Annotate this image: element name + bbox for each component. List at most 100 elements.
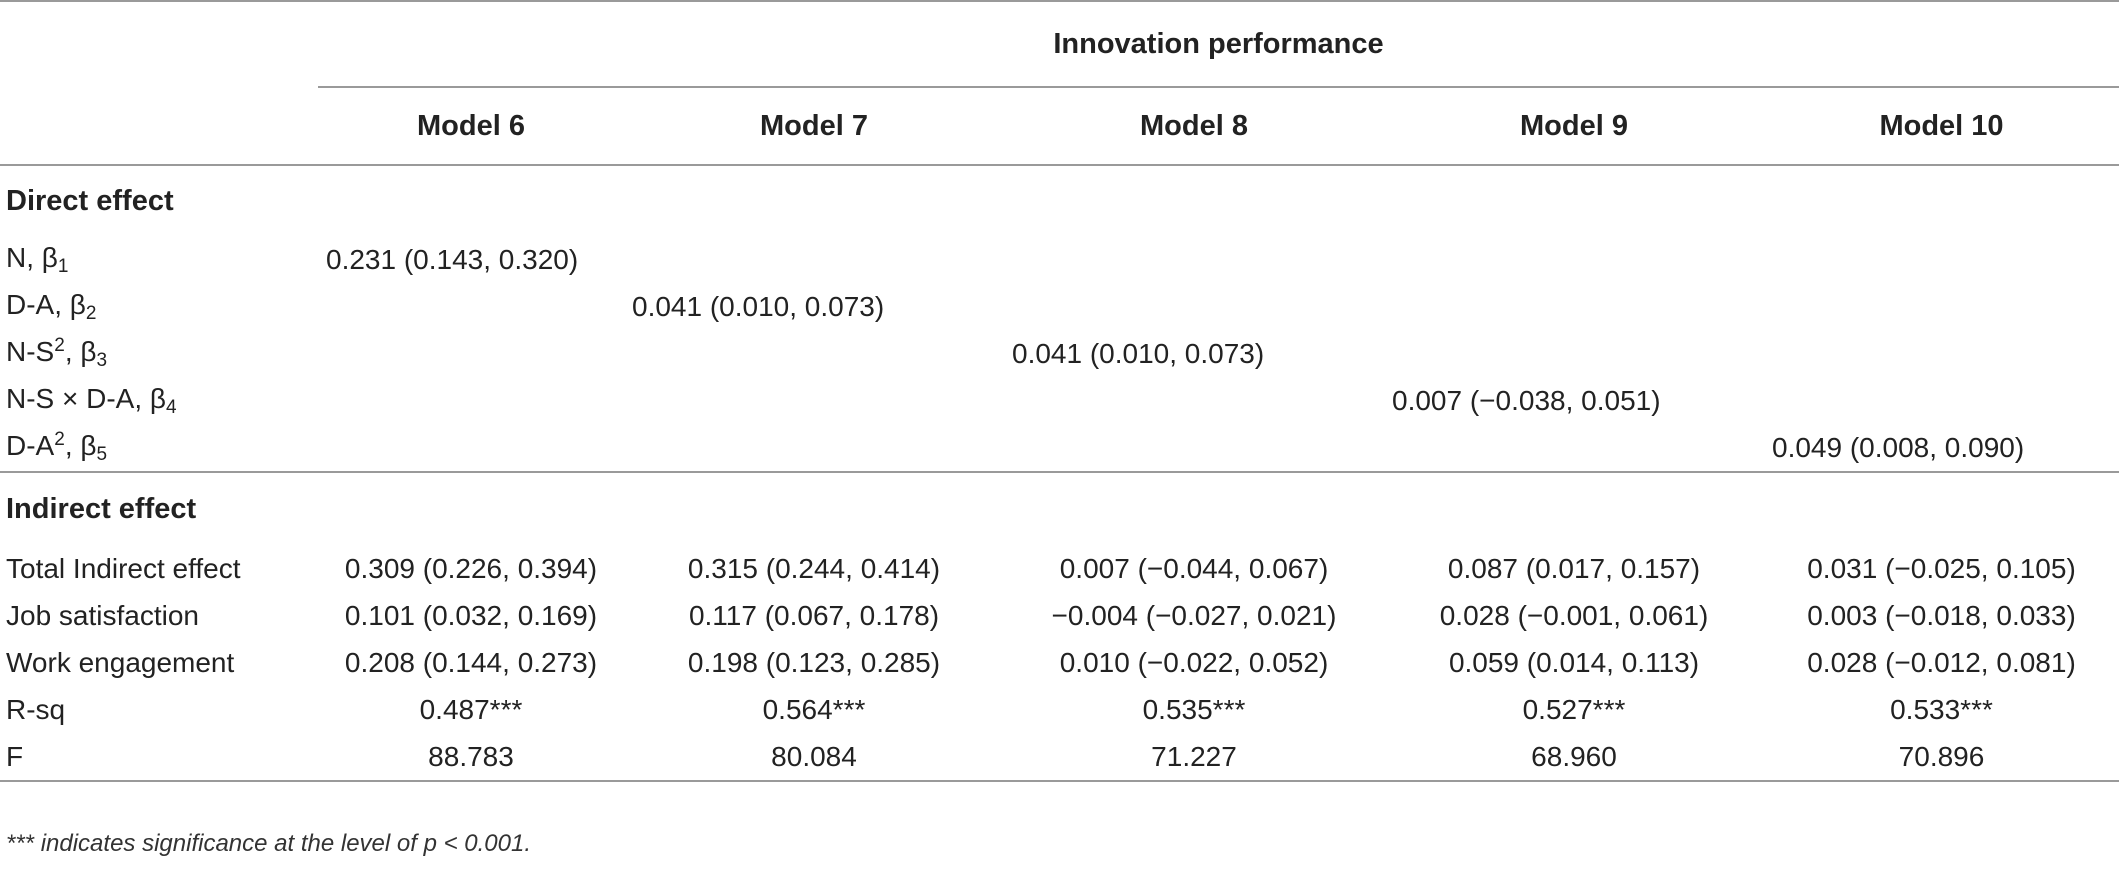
table-cell: 0.041 (0.010, 0.073) — [1012, 337, 1265, 369]
table-cell — [1004, 236, 1384, 283]
beta-subscript: 1 — [57, 255, 69, 277]
beta-symbol: β — [41, 241, 58, 273]
table-cell — [1764, 236, 2119, 283]
label-text: D-A, — [6, 288, 70, 320]
table-cell — [1004, 283, 1384, 330]
table-cell: −0.004 (−0.027, 0.021) — [1051, 599, 1337, 631]
table-cell — [318, 283, 624, 330]
table-cell — [1764, 330, 2119, 377]
table-cell: 0.231 (0.143, 0.320) — [326, 243, 579, 275]
table-cell — [318, 377, 624, 424]
table-row: Total Indirect effect 0.309 (0.226, 0.39… — [0, 545, 2119, 592]
beta-symbol: β — [149, 382, 167, 414]
table-cell: 0.527*** — [1522, 693, 1626, 725]
table-cell — [1384, 424, 1764, 472]
table-cell: 0.010 (−0.022, 0.052) — [1059, 646, 1329, 678]
label-superscript: 2 — [54, 335, 65, 356]
table-cell — [1004, 377, 1384, 424]
table-cell — [1384, 283, 1764, 330]
section-row-indirect: Indirect effect — [0, 471, 2119, 545]
beta-symbol: β — [80, 430, 97, 461]
table-row: Work engagement 0.208 (0.144, 0.273) 0.1… — [0, 639, 2119, 686]
table-cell: 0.031 (−0.025, 0.105) — [1807, 552, 2076, 584]
table-cell: 88.783 — [318, 733, 624, 782]
beta-subscript: 5 — [96, 444, 108, 465]
table-cell: 0.309 (0.226, 0.394) — [344, 552, 598, 584]
row-label: F — [0, 733, 318, 782]
table-cell — [1384, 236, 1764, 283]
table-cell — [1004, 424, 1384, 472]
table-cell: 0.208 (0.144, 0.273) — [344, 646, 598, 678]
label-separator: , — [64, 336, 81, 367]
model-header: Model 10 — [1764, 87, 2119, 166]
table-cell: 0.535*** — [1142, 693, 1246, 725]
table-cell: 0.101 (0.032, 0.169) — [344, 599, 598, 631]
table-cell — [1764, 283, 2119, 330]
row-label: N-S × D-A, β4 — [0, 377, 318, 424]
empty-header-cell — [0, 2, 318, 87]
label-text: N-S — [6, 336, 55, 367]
group-header-row: Innovation performance — [0, 2, 2119, 88]
table-cell: 0.533*** — [1890, 693, 1993, 725]
row-label: Job satisfaction — [6, 599, 199, 631]
table-cell: 0.003 (−0.018, 0.033) — [1807, 599, 2076, 631]
table-cell: 71.227 — [1004, 733, 1384, 782]
label-separator: , — [64, 430, 81, 461]
table-cell: 0.049 (0.008, 0.090) — [1772, 431, 2025, 463]
table-row: N-S × D-A, β4 0.007 (−0.038, 0.051) — [0, 377, 2119, 424]
group-header: Innovation performance — [318, 2, 2119, 88]
table-cell — [624, 424, 1004, 472]
section-label: Indirect effect — [0, 471, 2119, 545]
row-label: N, β1 — [0, 236, 318, 283]
row-label: Total Indirect effect — [6, 552, 241, 584]
section-label: Direct effect — [6, 184, 174, 217]
beta-symbol: β — [80, 336, 97, 367]
table-cell: 80.084 — [624, 733, 1004, 782]
model-header: Model 8 — [1004, 87, 1384, 166]
beta-symbol: β — [69, 288, 86, 320]
row-label: Work engagement — [6, 646, 235, 678]
table-row: N, β1 0.231 (0.143, 0.320) — [0, 236, 2119, 283]
table-cell — [624, 330, 1004, 377]
beta-subscript: 3 — [96, 350, 108, 371]
table-cell: 68.960 — [1384, 733, 1764, 782]
table-cell: 0.315 (0.244, 0.414) — [687, 552, 941, 584]
table-cell: 0.198 (0.123, 0.285) — [687, 646, 941, 678]
row-label: N-S2, β3 — [0, 330, 318, 377]
label-superscript: 2 — [54, 429, 65, 450]
table-cell: 0.028 (−0.012, 0.081) — [1807, 646, 2076, 678]
results-table: Innovation performance Model 6 Model 7 M… — [0, 0, 2119, 782]
table-cell: 70.896 — [1764, 733, 2119, 782]
empty-header-cell — [0, 87, 318, 166]
table-cell — [318, 330, 624, 377]
table-footnote: *** indicates significance at the level … — [6, 830, 531, 857]
table-cell: 0.059 (0.014, 0.113) — [1448, 646, 1700, 678]
table-cell: 0.117 (0.067, 0.178) — [688, 599, 940, 631]
model-header: Model 9 — [1384, 87, 1764, 166]
label-text: N-S × D-A, — [6, 382, 150, 414]
label-text: N, — [6, 241, 42, 273]
table-cell: 0.041 (0.010, 0.073) — [632, 290, 885, 322]
table-row: N-S2, β3 0.041 (0.010, 0.073) — [0, 330, 2119, 377]
section-row-direct: Direct effect — [0, 165, 2119, 236]
table-row: D-A, β2 0.041 (0.010, 0.073) — [0, 283, 2119, 330]
table-cell — [318, 424, 624, 472]
model-header-row: Model 6 Model 7 Model 8 Model 9 Model 10 — [0, 87, 2119, 166]
row-label: R-sq — [6, 693, 66, 725]
table-cell — [624, 377, 1004, 424]
row-label: D-A2, β5 — [0, 424, 318, 472]
table-cell: 0.007 (−0.038, 0.051) — [1392, 384, 1661, 416]
row-label: D-A, β2 — [0, 283, 318, 330]
table-row: Job satisfaction 0.101 (0.032, 0.169) 0.… — [0, 592, 2119, 639]
table-row: R-sq 0.487*** 0.564*** 0.535*** 0.527***… — [0, 686, 2119, 733]
label-text: D-A — [6, 430, 55, 461]
table-row: D-A2, β5 0.049 (0.008, 0.090) — [0, 424, 2119, 472]
table-cell: 0.087 (0.017, 0.157) — [1447, 552, 1701, 584]
table-cell: 0.487*** — [419, 693, 523, 725]
table-cell: 0.028 (−0.001, 0.061) — [1439, 599, 1709, 631]
table-cell: 0.007 (−0.044, 0.067) — [1059, 552, 1329, 584]
model-header: Model 6 — [318, 87, 624, 166]
table-cell — [1764, 377, 2119, 424]
table-cell: 0.564*** — [762, 693, 866, 725]
